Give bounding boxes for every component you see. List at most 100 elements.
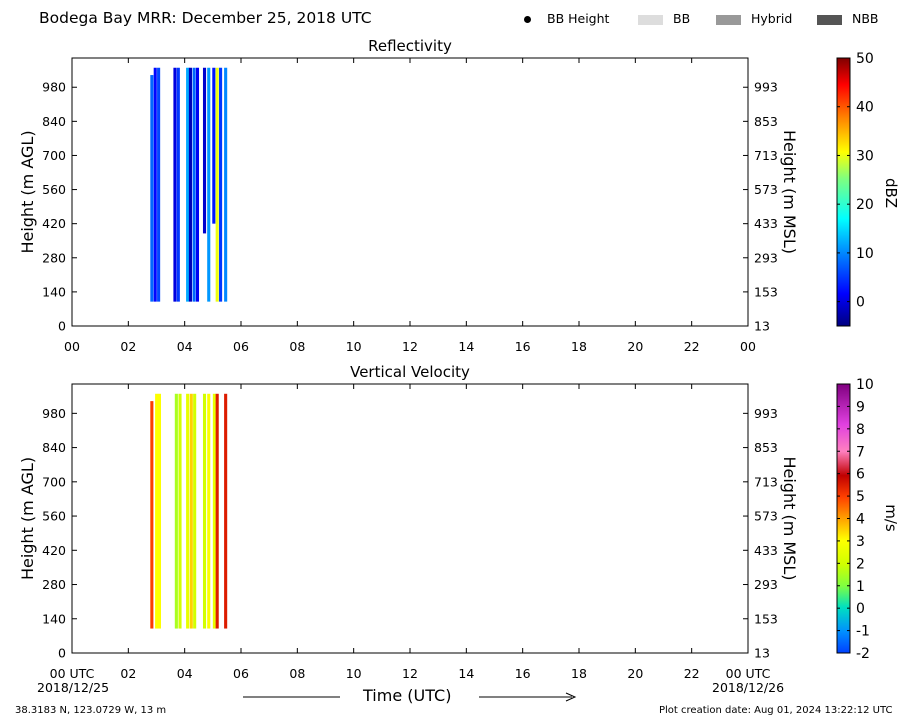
colorbar-tick-label: 3 — [856, 534, 865, 550]
y-tick-label: 420 — [42, 543, 66, 558]
colorbar-tick-label: 0 — [856, 601, 865, 617]
data-column — [207, 67, 211, 302]
x-tick-label: 18 — [571, 666, 587, 681]
y-tick-label: 140 — [42, 284, 66, 299]
colorbar-tick-label: 7 — [856, 444, 865, 460]
data-column — [178, 393, 182, 629]
x-tick-label: 22 — [684, 339, 700, 354]
y-tick-label-right: 13 — [754, 646, 770, 661]
bb-height-dot-icon — [524, 16, 531, 23]
x-tick-label: 16 — [515, 666, 531, 681]
y-axis-label-right: Height (m MSL) — [780, 456, 799, 580]
x-tick-label: 22 — [684, 666, 700, 681]
y-tick-label-right: 433 — [754, 543, 778, 558]
colorbar-tick-label: 9 — [856, 399, 865, 415]
data-column — [215, 393, 219, 629]
y-axis-label: Height (m AGL) — [18, 130, 37, 253]
x-tick-label: 02 — [120, 339, 136, 354]
data-column — [224, 393, 228, 629]
x-tick-label: 12 — [402, 666, 418, 681]
data-column — [186, 393, 190, 629]
date-right: 2018/12/26 — [712, 680, 785, 695]
x-tick-label: 00 UTC — [726, 666, 771, 681]
hybrid-label: Hybrid — [751, 11, 793, 26]
x-axis-title: Time (UTC) — [363, 686, 452, 705]
y-tick-label-right: 153 — [754, 611, 778, 626]
nbb-swatch-icon — [817, 14, 842, 25]
colorbar-tick-label: 5 — [856, 489, 865, 505]
data-column — [157, 67, 161, 302]
bb-legend: BB — [638, 11, 690, 26]
data-column — [186, 67, 190, 302]
plot-title: Vertical Velocity — [350, 363, 470, 381]
y-tick-label: 140 — [42, 611, 66, 626]
data-column — [155, 393, 159, 629]
colorbar-tick-label: 2 — [856, 556, 865, 572]
bb-label: BB — [673, 11, 691, 26]
y-tick-label-right: 293 — [754, 577, 778, 592]
y-tick-label-right: 993 — [754, 406, 778, 421]
y-tick-label-right: 293 — [754, 250, 778, 265]
colorbar-tick-label: -1 — [856, 624, 870, 640]
colorbar-tick-label: -2 — [856, 646, 870, 662]
x-tick-label: 00 — [64, 339, 80, 354]
x-tick-label: 08 — [289, 666, 305, 681]
y-tick-label-right: 993 — [754, 80, 778, 95]
y-tick-label: 280 — [42, 250, 66, 265]
colorbar-tick-label: 0 — [856, 295, 865, 311]
y-tick-label: 420 — [42, 216, 66, 231]
y-tick-label: 980 — [42, 406, 66, 421]
colorbar-tick-label: 20 — [856, 197, 874, 213]
data-column — [212, 67, 216, 224]
colorbar-tick-label: 40 — [856, 100, 874, 116]
colorbar-label: dBZ — [882, 178, 900, 208]
colorbar-tick-label: 10 — [856, 377, 874, 393]
x-tick-label: 06 — [233, 666, 249, 681]
y-tick-label: 0 — [58, 319, 66, 334]
x-tick-label: 14 — [458, 339, 474, 354]
x-tick-label: 10 — [346, 666, 362, 681]
colorbar-tick-label: 8 — [856, 422, 865, 438]
x-tick-label: 04 — [177, 666, 193, 681]
data-column — [192, 67, 196, 302]
y-tick-label: 700 — [42, 474, 66, 489]
data-column — [219, 67, 223, 302]
y-tick-label-right: 573 — [754, 182, 778, 197]
colorbar-tick-label: 4 — [856, 512, 865, 528]
colorbar-tick-label: 50 — [856, 51, 874, 67]
nbb-label: NBB — [852, 11, 879, 26]
x-tick-label: 08 — [289, 339, 305, 354]
y-tick-label-right: 853 — [754, 114, 778, 129]
bb-height-legend: BB Height — [524, 11, 609, 26]
hybrid-legend: Hybrid — [716, 11, 792, 26]
bb-height-label: BB Height — [547, 11, 610, 26]
y-axis-label-right: Height (m MSL) — [780, 130, 799, 254]
colorbar-tick-label: 1 — [856, 579, 865, 595]
data-column — [157, 393, 162, 629]
data-column — [193, 393, 197, 629]
x-tick-label: 10 — [346, 339, 362, 354]
y-tick-label-right: 153 — [754, 284, 778, 299]
x-tick-label: 14 — [458, 666, 474, 681]
colorbar — [836, 57, 851, 327]
y-tick-label: 560 — [42, 509, 66, 524]
plot-frame — [71, 383, 749, 654]
figure-title: Bodega Bay MRR: December 25, 2018 UTC — [39, 9, 372, 27]
date-left: 2018/12/25 — [37, 680, 110, 695]
x-tick-label: 20 — [627, 666, 643, 681]
x-tick-label: 00 — [740, 339, 756, 354]
plot-title: Reflectivity — [368, 37, 452, 55]
data-column — [202, 67, 207, 234]
x-tick-label: 04 — [177, 339, 193, 354]
data-column — [212, 393, 216, 629]
x-tick-label: 16 — [515, 339, 531, 354]
x-tick-label: 18 — [571, 339, 587, 354]
y-tick-label-right: 573 — [754, 509, 778, 524]
data-column — [224, 67, 228, 302]
x-tick-label: 20 — [627, 339, 643, 354]
arrow-head-icon — [565, 692, 577, 702]
y-tick-label: 700 — [42, 148, 66, 163]
y-tick-label: 280 — [42, 577, 66, 592]
